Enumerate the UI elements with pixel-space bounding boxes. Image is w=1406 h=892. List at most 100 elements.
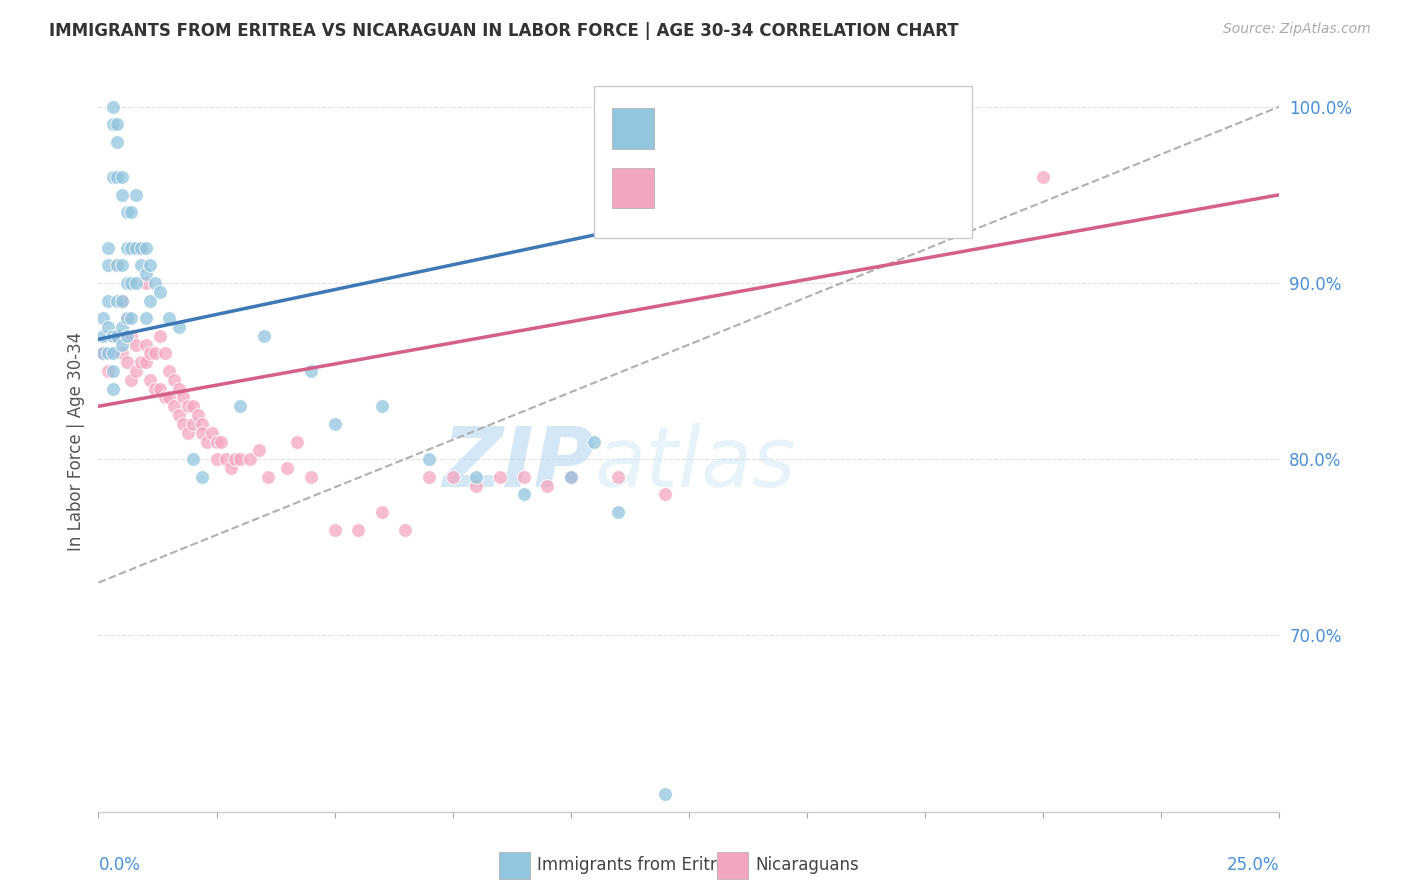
Text: Source: ZipAtlas.com: Source: ZipAtlas.com	[1223, 22, 1371, 37]
Point	[135, 267, 157, 281]
Point	[97, 258, 120, 272]
Point	[105, 328, 128, 343]
Point	[239, 452, 262, 467]
FancyBboxPatch shape	[595, 87, 973, 238]
Point	[135, 337, 157, 351]
Point	[177, 399, 200, 413]
Point	[111, 320, 134, 334]
Point	[115, 311, 138, 326]
Point	[394, 523, 416, 537]
Point	[323, 523, 346, 537]
Point	[97, 293, 120, 308]
Point	[139, 373, 162, 387]
Point	[177, 425, 200, 440]
Bar	[612, 108, 654, 149]
Point	[111, 346, 134, 360]
Point	[163, 399, 186, 413]
Point	[91, 346, 114, 360]
Text: IMMIGRANTS FROM ERITREA VS NICARAGUAN IN LABOR FORCE | AGE 30-34 CORRELATION CHA: IMMIGRANTS FROM ERITREA VS NICARAGUAN IN…	[49, 22, 959, 40]
Point	[371, 399, 394, 413]
Point	[129, 241, 152, 255]
Point	[654, 787, 676, 801]
Point	[111, 337, 134, 351]
Point	[139, 293, 162, 308]
Point	[191, 417, 214, 431]
Point	[125, 187, 148, 202]
Point	[97, 364, 120, 378]
Point	[101, 117, 124, 131]
Text: R = 0.178: R = 0.178	[665, 120, 763, 138]
Point	[607, 470, 630, 484]
Point	[115, 311, 138, 326]
Point	[135, 355, 157, 369]
Point	[91, 346, 114, 360]
Point	[129, 258, 152, 272]
Point	[512, 487, 534, 501]
Point	[285, 434, 308, 449]
Point	[583, 434, 606, 449]
Point	[418, 452, 440, 467]
Point	[347, 523, 370, 537]
Text: N = 70: N = 70	[807, 178, 875, 195]
Point	[143, 346, 166, 360]
Point	[157, 364, 180, 378]
Point	[257, 470, 280, 484]
Point	[299, 470, 322, 484]
Point	[465, 478, 488, 492]
Point	[181, 399, 204, 413]
Point	[101, 328, 124, 343]
Point	[276, 461, 298, 475]
Point	[97, 241, 120, 255]
Point	[121, 328, 143, 343]
Point	[111, 170, 134, 185]
Point	[157, 391, 180, 405]
Point	[247, 443, 270, 458]
Point	[111, 293, 134, 308]
Point	[101, 346, 124, 360]
Point	[91, 328, 114, 343]
Point	[167, 320, 190, 334]
Point	[253, 328, 276, 343]
Text: N = 64: N = 64	[807, 120, 875, 138]
Text: 0.0%: 0.0%	[98, 856, 141, 874]
Point	[153, 346, 176, 360]
Point	[191, 425, 214, 440]
Point	[143, 382, 166, 396]
Point	[172, 391, 194, 405]
Point	[115, 241, 138, 255]
Point	[115, 205, 138, 219]
Point	[167, 408, 190, 422]
Point	[135, 276, 157, 290]
Point	[135, 311, 157, 326]
Point	[121, 205, 143, 219]
Point	[229, 399, 252, 413]
Point	[167, 382, 190, 396]
Point	[97, 346, 120, 360]
Point	[1032, 170, 1054, 185]
Point	[143, 276, 166, 290]
Point	[121, 276, 143, 290]
Point	[441, 470, 464, 484]
Point	[371, 505, 394, 519]
Point	[172, 417, 194, 431]
Text: 25.0%: 25.0%	[1227, 856, 1279, 874]
Text: atlas: atlas	[595, 423, 796, 504]
Point	[224, 452, 246, 467]
Bar	[612, 168, 654, 209]
Point	[209, 434, 232, 449]
Point	[121, 311, 143, 326]
Point	[654, 487, 676, 501]
Point	[191, 470, 214, 484]
Point	[105, 258, 128, 272]
Point	[125, 276, 148, 290]
Point	[121, 373, 143, 387]
Point	[115, 355, 138, 369]
Point	[187, 408, 209, 422]
Point	[489, 470, 512, 484]
Point	[607, 505, 630, 519]
Point	[115, 328, 138, 343]
Point	[229, 452, 252, 467]
Point	[181, 417, 204, 431]
Text: R = 0.315: R = 0.315	[665, 178, 763, 195]
Point	[163, 373, 186, 387]
